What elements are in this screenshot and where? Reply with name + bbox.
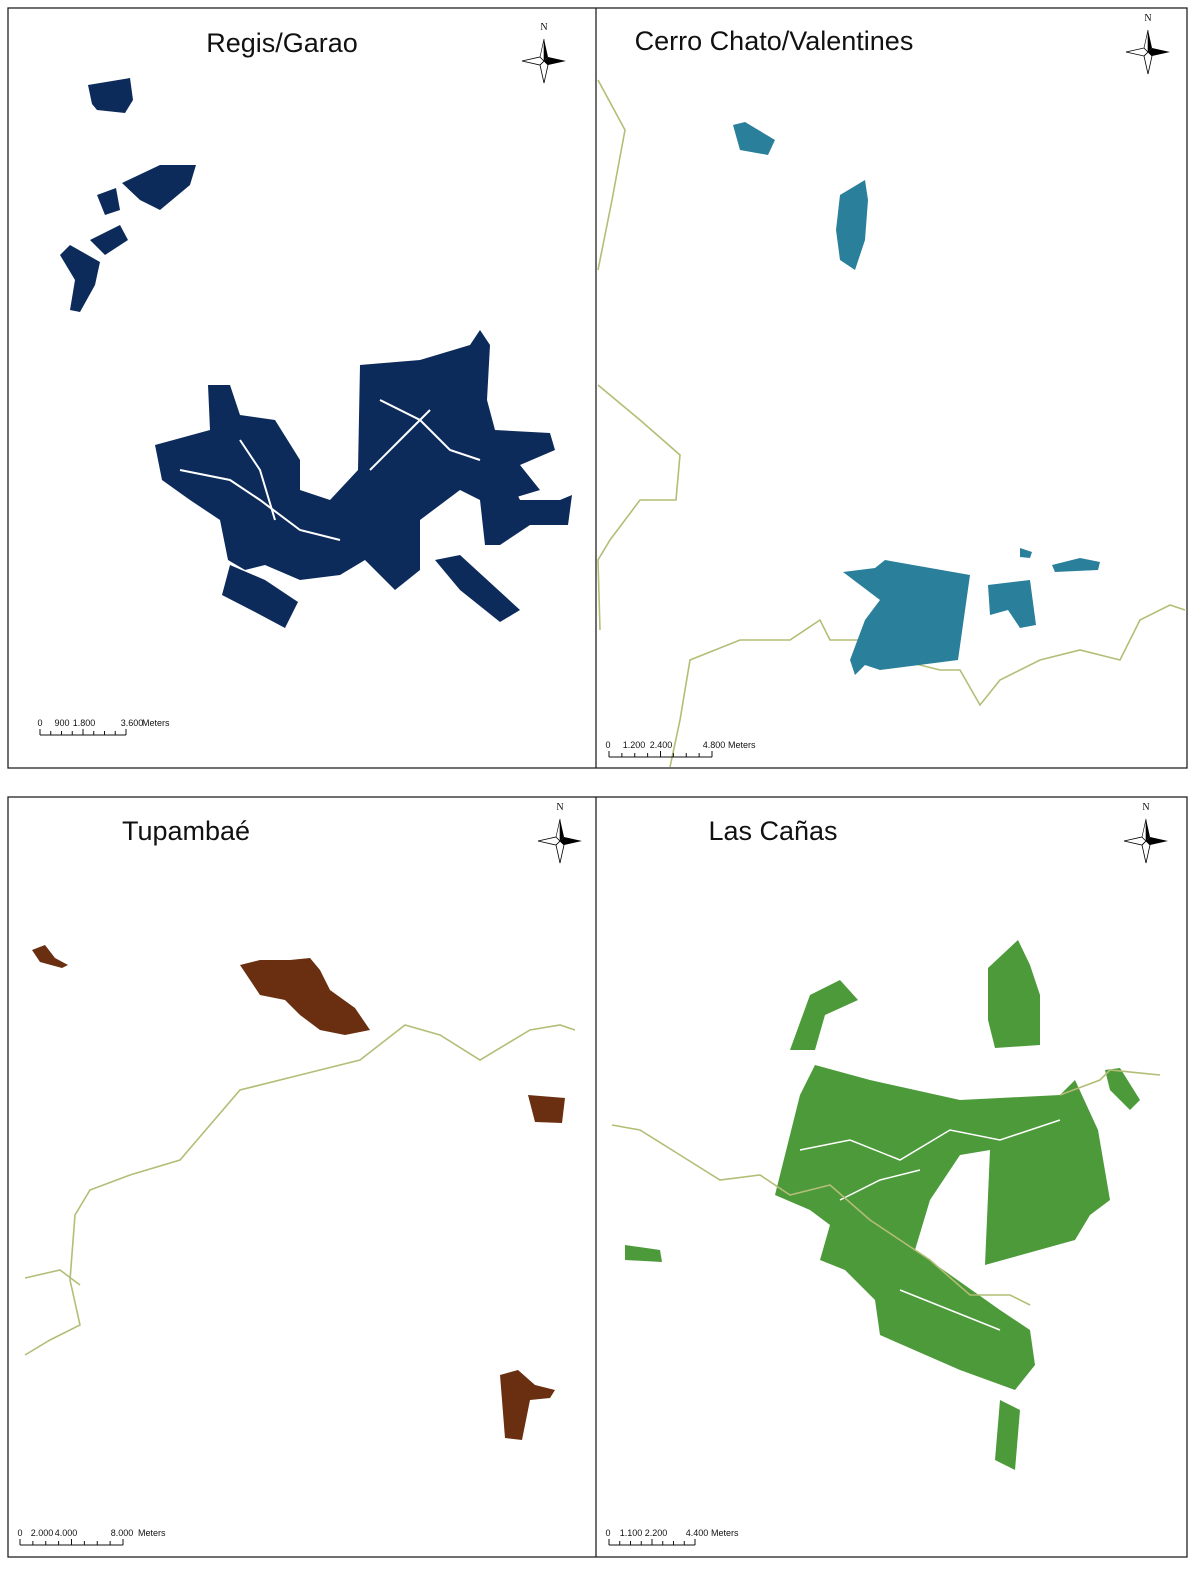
scale-label: 1.100 (620, 1528, 643, 1538)
scale-label: 4.800 (703, 740, 726, 750)
frame (7, 7, 1188, 769)
drainage (179, 399, 481, 541)
plantation-areas (625, 940, 1140, 1470)
north-label: N (1144, 13, 1151, 24)
north-label: N (540, 22, 547, 33)
panel-title: Las Cañas (708, 816, 837, 846)
scale-label: 0 (605, 740, 610, 750)
panel-title: Cerro Chato/Valentines (635, 26, 914, 56)
scale-label: 900 (54, 718, 69, 728)
scale-label: 2.000 (31, 1528, 54, 1538)
scale-label: 2.400 (650, 740, 673, 750)
panel-title: Tupambaé (122, 816, 250, 846)
scale-label: 1.200 (623, 740, 646, 750)
scale-label: 0 (37, 718, 42, 728)
north-label: N (1142, 802, 1149, 813)
scale-label: 4.400 (686, 1528, 709, 1538)
road (611, 1069, 1161, 1306)
road (597, 79, 1186, 768)
plantation-areas (733, 122, 1100, 675)
plantation-areas (32, 945, 565, 1440)
scale-unit: Meters (728, 740, 756, 750)
scale-label: 2.200 (645, 1528, 668, 1538)
scale-unit: Meters (711, 1528, 739, 1538)
scale-label: 0 (17, 1528, 22, 1538)
road (24, 1024, 576, 1356)
scale-label: 0 (605, 1528, 610, 1538)
scale-label: 8.000 (111, 1528, 134, 1538)
north-label: N (556, 802, 563, 813)
scale-label: 4.000 (55, 1528, 78, 1538)
panel-title: Regis/Garao (206, 28, 358, 58)
drainage (799, 1119, 1061, 1331)
scale-unit: Meters (138, 1528, 166, 1538)
frame (7, 796, 1188, 1558)
scale-label: 1.800 (73, 718, 96, 728)
plantation-areas (60, 78, 572, 628)
scale-unit: Meters (142, 718, 170, 728)
scale-label: 3.600 (121, 718, 144, 728)
